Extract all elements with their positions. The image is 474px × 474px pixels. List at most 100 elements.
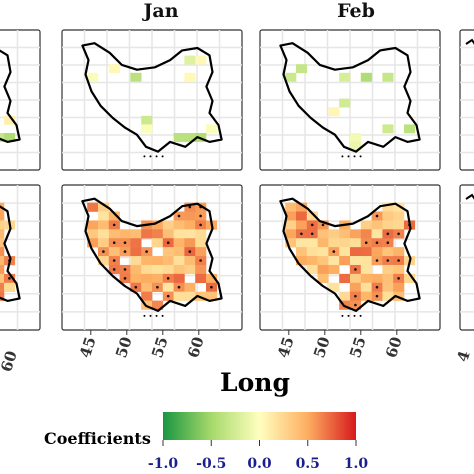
grid-cell	[317, 273, 329, 284]
grid-cell	[184, 55, 196, 65]
grid-cell	[317, 264, 329, 275]
significance-dot	[300, 232, 303, 236]
significance-dot	[354, 303, 357, 307]
grid-cell	[130, 273, 142, 284]
significance-dot	[364, 241, 368, 244]
island-dot	[155, 314, 158, 317]
x-tick-label: 50	[112, 335, 136, 360]
grid-cell	[130, 72, 142, 82]
legend-tick-label: -0.5	[196, 456, 226, 472]
legend-tick-label: 1.0	[344, 456, 369, 472]
x-tick-label: 50	[310, 335, 334, 360]
grid-cell	[87, 229, 99, 239]
significance-dot	[8, 277, 11, 280]
grid-cell	[98, 256, 110, 266]
x-tick-label: 45	[274, 335, 298, 360]
grid-cell	[0, 264, 5, 275]
grid-cell	[184, 133, 196, 142]
grid-cell	[328, 282, 340, 292]
island-dot	[143, 155, 146, 158]
grid-cell	[317, 247, 329, 257]
grid-cell	[162, 264, 174, 275]
grid-cell	[285, 220, 297, 230]
grid-cell	[393, 220, 405, 230]
x-tick-label-cut: 60	[0, 349, 21, 374]
significance-dot	[188, 205, 192, 209]
grid-cell	[339, 229, 351, 239]
x-tick-labels: 60 4 45 50 55 60 45 50 55 60	[0, 330, 474, 374]
grid-cell	[350, 282, 362, 292]
grid-cell	[285, 202, 297, 212]
grid-cell	[393, 264, 405, 275]
significance-dot	[375, 259, 379, 262]
grid-cell	[141, 273, 153, 284]
grid-cell	[360, 282, 372, 292]
map-panel	[0, 29, 41, 171]
grid-cell	[162, 229, 174, 239]
grid-cell	[382, 72, 394, 82]
grid-cell	[206, 273, 218, 284]
significance-dot	[386, 232, 390, 236]
grid-cell	[360, 220, 372, 230]
country-outline	[279, 197, 421, 312]
island-dot	[341, 314, 344, 317]
grid-cell	[173, 220, 185, 230]
significance-dot	[386, 259, 390, 262]
significance-dot	[166, 294, 170, 298]
grid-cell	[350, 141, 362, 151]
significance-dot	[134, 285, 138, 289]
grid-cell	[130, 229, 142, 239]
grid-cell	[339, 72, 351, 82]
grid-cell	[173, 238, 185, 248]
grid-cell	[0, 273, 5, 284]
grid-cell	[141, 229, 153, 239]
significance-dot	[321, 223, 325, 227]
grid-cell	[393, 211, 405, 221]
significance-dot	[188, 250, 192, 253]
significance-dot	[199, 259, 202, 262]
significance-dot	[112, 241, 116, 244]
grid-cell	[285, 72, 297, 82]
grid-cell	[4, 133, 16, 142]
island-dot	[359, 155, 362, 158]
grid-cell	[296, 247, 308, 257]
panel-title-jan: Jan	[141, 0, 178, 22]
country-outline	[279, 42, 421, 153]
x-axis-title: Long	[220, 368, 290, 397]
island-dot	[155, 155, 158, 158]
grid-cell	[98, 220, 110, 230]
country-outline	[0, 205, 21, 302]
grid-cell	[173, 256, 185, 266]
grid-cell	[285, 238, 297, 248]
grid-cell	[152, 220, 164, 230]
grid-cell	[360, 247, 372, 257]
significance-dot	[375, 294, 379, 298]
grid-cell	[206, 291, 218, 301]
grid-cell	[141, 291, 153, 301]
map-panel	[61, 184, 243, 331]
grid-cell	[87, 72, 99, 82]
panel-title-feb: Feb	[337, 0, 375, 22]
grid-cell	[119, 229, 131, 239]
grid-cell	[195, 273, 207, 284]
grid-cell	[382, 247, 394, 257]
significance-dot	[102, 250, 105, 253]
map-panel	[61, 29, 243, 171]
grid-cell	[0, 282, 5, 292]
significance-dot	[310, 232, 314, 236]
grid-cell	[173, 247, 185, 257]
island-dot	[359, 314, 362, 317]
significance-dot	[332, 250, 336, 253]
grid-cell	[195, 264, 207, 275]
significance-dot	[166, 241, 170, 244]
grid-cell	[184, 72, 196, 82]
grid-cell	[173, 264, 185, 275]
grid-cell	[317, 256, 329, 266]
grid-cell	[162, 220, 174, 230]
grid-cell	[152, 264, 164, 275]
country-outline	[465, 38, 474, 45]
grid-cell	[296, 256, 308, 266]
map-panel	[259, 29, 441, 171]
grid-cell	[285, 211, 297, 221]
grid-cell	[98, 202, 110, 212]
